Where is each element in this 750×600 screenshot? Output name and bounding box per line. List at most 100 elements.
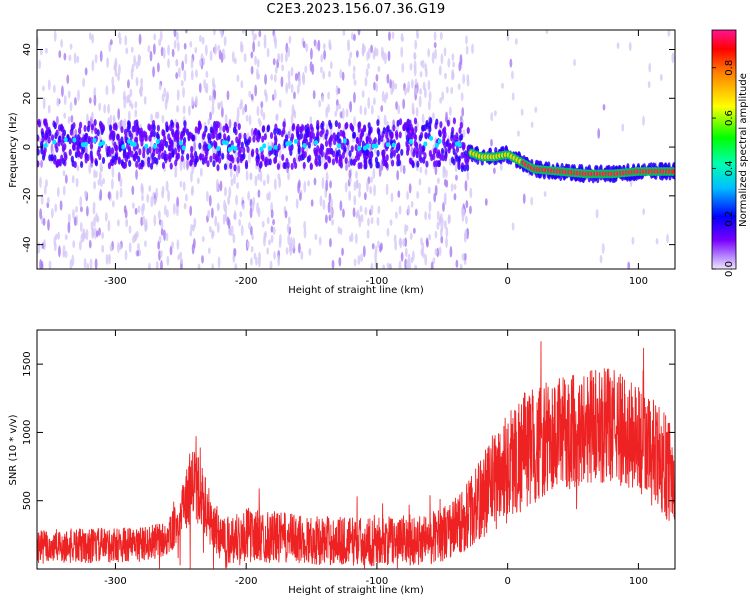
spectrogram-cell [135,169,138,180]
spectrogram-cell [332,132,336,140]
spectrogram-cell [149,162,154,170]
spectrogram-cell [418,178,422,186]
spectrogram-cell [243,53,247,63]
spectrogram-cell [137,205,141,214]
spectrogram-cell [222,213,226,225]
spectrogram-cell [117,156,121,164]
spectrogram-cell [227,195,230,206]
spectrogram-cell [252,41,256,53]
spectrogram-cell [465,215,468,225]
spectrogram-cell [287,47,291,58]
spectrogram-cell [350,145,354,153]
spectrogram-cell [74,97,77,106]
spectrogram-cell [116,241,120,253]
spectrogram-cell [183,202,187,210]
spectrogram-cell [465,45,469,55]
spectrogram-cell [424,253,428,266]
spectrogram-cell [424,168,428,176]
spectrogram-cell [152,43,156,55]
spectrogram-cell [324,139,329,147]
spectrogram-cell [248,90,252,98]
spectrogram-cell [117,121,121,128]
spectrogram-cell [199,153,203,161]
spectrogram-cell [278,233,282,245]
spectrogram-cell [67,116,71,124]
spectrogram-cell [37,160,40,168]
spectrogram-cell [257,173,260,181]
spectrogram-cell [40,160,43,168]
spectrogram-cell [165,232,169,242]
spectrogram-cell [465,200,469,209]
spectrogram-peak [457,142,462,148]
spectrogram-cell [415,147,420,155]
spectrogram-cell [228,186,232,199]
spectrogram-cell [397,190,401,198]
spectrogram-cell [191,96,194,106]
spectrogram-cell [290,83,294,94]
spectrogram-cell [463,164,467,172]
spectrogram-cell [353,79,357,86]
spectrogram-cell [58,50,62,59]
spectrogram-cell [72,122,76,130]
spectrogram-cell [82,228,86,239]
spectrogram-cell [303,151,307,159]
spectrogram-cell [347,42,351,52]
spectrogram-cell [424,211,428,221]
spectrogram-cell [180,257,183,265]
spectrogram-cell [445,226,449,238]
spectrogram-cell [370,105,374,115]
spectrogram-peak [267,145,272,151]
spectrogram-cell [375,83,379,92]
spectrogram-cell [277,143,281,151]
spectrogram-cell [360,128,365,136]
spectrogram-cell [666,233,669,244]
spectrogram-cell [262,179,266,187]
spectrogram-cell [148,146,152,154]
spectrogram-cell [296,84,300,95]
spectrogram-cell [61,125,65,133]
spectrogram-cell [366,229,370,240]
spectrogram-cell [183,126,187,134]
spectrogram-cell [249,206,253,219]
spectrogram-cell [418,154,422,162]
spectrogram-cell [160,152,165,160]
spectrogram-cell [203,141,207,149]
spectrogram-cell [373,97,376,106]
spectrogram-cell [287,171,290,181]
spectrogram-cell [88,239,92,249]
spectrogram-cell [193,217,197,229]
spectrogram-cell [415,30,419,38]
spectrogram-cell [300,153,304,161]
snr-series-line [37,341,675,569]
spectrogram-cell [182,181,186,192]
spectrogram-cell [111,178,114,190]
spectrogram-cell [455,154,459,162]
spectrogram-cell [101,157,106,165]
spectrogram-cell [438,130,442,138]
spectrogram-cell [446,119,450,127]
spectrogram-cell [295,198,299,209]
spectrogram-cell [436,221,440,230]
spectrogram-cell [451,71,455,79]
spectrogram-cell [124,249,128,261]
spectrogram-cell [259,160,263,168]
spectrogram-peak [385,142,390,148]
spectrogram-cell [357,30,361,36]
spectrogram-cell [135,230,139,239]
spectrogram-cell [490,138,493,147]
spectrogram-cell [410,256,414,264]
spectrogram-cell [224,203,228,215]
spectrogram-cell [257,40,261,48]
spectrogram-peak [429,135,434,141]
spectrogram-cell [370,44,373,54]
spectrogram-cell [292,237,296,250]
spectrogram-cell [160,219,164,231]
x-tick-label: -300 [104,276,127,287]
spectrogram-peak [434,142,439,148]
spectrogram-cell [173,30,177,38]
spectrogram-peak [63,137,68,143]
spectrogram-cell [342,30,346,37]
spectrogram-cell [427,186,431,194]
spectrogram-cell [76,55,80,64]
